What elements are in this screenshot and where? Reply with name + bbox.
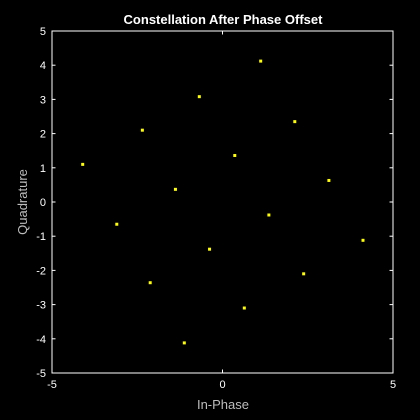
chart-title: Constellation After Phase Offset xyxy=(124,12,324,27)
constellation-point xyxy=(148,281,152,285)
y-tick-label: 2 xyxy=(40,129,46,141)
y-tick-label: 5 xyxy=(40,26,46,38)
constellation-point xyxy=(115,222,119,226)
x-axis-label: In-Phase xyxy=(197,397,249,412)
plot-area xyxy=(51,30,394,374)
constellation-point xyxy=(259,59,263,63)
constellation-point xyxy=(182,341,186,345)
y-tick-label: -1 xyxy=(36,231,46,243)
x-tick-label: 5 xyxy=(390,379,396,391)
y-tick-label: -5 xyxy=(36,368,46,380)
points-layer xyxy=(81,59,365,345)
y-tick-label: -2 xyxy=(36,265,46,277)
x-tick-label: -5 xyxy=(47,379,57,391)
constellation-point xyxy=(242,306,246,310)
constellation-point xyxy=(173,187,177,191)
y-tick-label: 0 xyxy=(40,197,46,209)
y-tick-label: 3 xyxy=(40,94,46,106)
constellation-point xyxy=(81,162,85,166)
constellation-point xyxy=(327,178,331,182)
constellation-point xyxy=(197,95,201,99)
y-tick-label: -4 xyxy=(36,334,46,346)
y-tick-label: 1 xyxy=(40,163,46,175)
x-tick-label: 0 xyxy=(219,379,225,391)
ticks-layer: -5 0 5 -5 -4 -3 -2 -1 0 1 2 3 4 5 xyxy=(36,26,396,391)
constellation-point xyxy=(267,213,271,217)
y-tick-label: 4 xyxy=(40,60,46,72)
constellation-point xyxy=(302,272,306,276)
y-tick-label: -3 xyxy=(36,300,46,312)
constellation-point xyxy=(361,238,365,242)
constellation-point xyxy=(233,153,237,157)
constellation-point xyxy=(140,128,144,132)
constellation-point xyxy=(293,120,297,124)
constellation-point xyxy=(208,247,212,251)
y-axis-label: Quadrature xyxy=(15,169,30,235)
